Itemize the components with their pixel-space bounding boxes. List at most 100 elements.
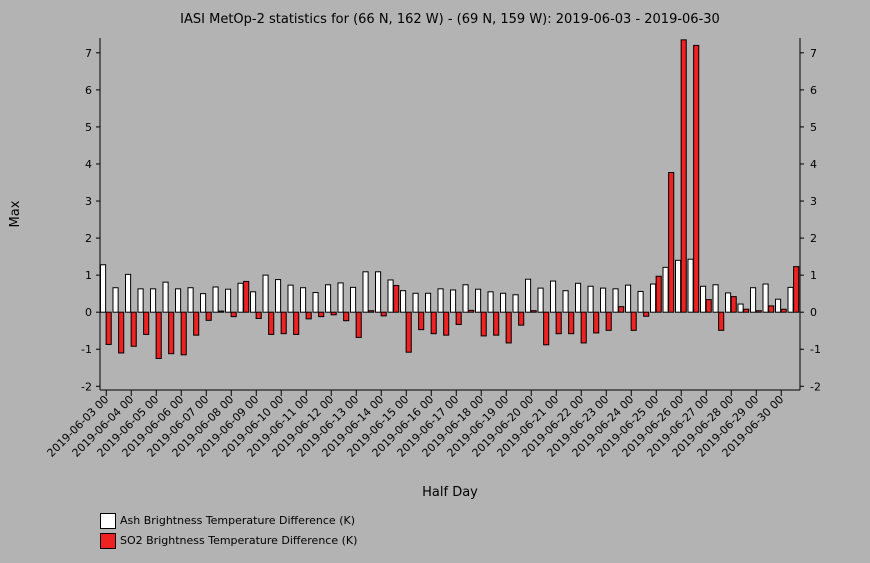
ash-bar	[162, 281, 169, 313]
ash-bar	[125, 273, 132, 313]
ash-bar	[562, 290, 569, 313]
y-tick-label-right: 4	[810, 158, 817, 171]
so2-bar	[593, 311, 600, 334]
ash-bar	[237, 282, 244, 313]
so2-bar	[393, 285, 400, 313]
so2-bar	[380, 311, 387, 317]
y-tick-label-left: 3	[85, 195, 92, 208]
legend-label-so2: SO2 Brightness Temperature Difference (K…	[120, 534, 358, 547]
ash-bar	[650, 283, 657, 313]
so2-bar	[193, 311, 200, 336]
y-tick-label-left: 4	[85, 158, 92, 171]
so2-bar	[643, 311, 650, 317]
so2-bar	[580, 311, 587, 344]
so2-bar	[280, 311, 287, 335]
ash-bar	[225, 288, 232, 313]
ash-bar	[187, 287, 194, 313]
so2-bar	[793, 266, 800, 313]
ash-bar	[587, 285, 594, 313]
so2-bar	[418, 311, 425, 331]
so2-bar	[318, 311, 325, 318]
ash-bar	[462, 284, 469, 313]
ash-bar	[537, 287, 544, 313]
y-tick-label-left: 1	[85, 269, 92, 282]
ash-bar	[412, 292, 419, 313]
so2-bar	[155, 311, 162, 360]
ash-bar	[387, 279, 394, 313]
ash-bar	[150, 288, 157, 313]
so2-bar	[605, 311, 612, 331]
ash-bar	[262, 274, 269, 313]
y-tick-label-left: 5	[85, 121, 92, 134]
ash-bar	[175, 288, 182, 313]
so2-bar	[505, 311, 512, 344]
so2-bar	[268, 311, 275, 335]
so2-bar	[255, 311, 262, 319]
legend-swatch-so2	[100, 533, 116, 549]
ash-bar	[475, 288, 482, 313]
y-tick-label-left: 6	[85, 84, 92, 97]
ash-bar	[500, 292, 507, 313]
ash-bar	[425, 292, 432, 313]
so2-bar	[518, 311, 525, 326]
so2-bar	[230, 311, 237, 318]
so2-bar	[530, 310, 537, 313]
so2-bar	[118, 311, 125, 354]
ash-bar	[375, 271, 382, 313]
so2-bar	[218, 310, 225, 313]
so2-bar	[168, 311, 175, 355]
so2-bar	[705, 299, 712, 313]
so2-bar	[655, 275, 662, 313]
so2-bar	[293, 311, 300, 335]
ash-bar	[200, 293, 207, 313]
so2-bar	[105, 311, 112, 345]
so2-bar	[455, 311, 462, 325]
ash-bar	[512, 294, 519, 313]
so2-bar	[368, 310, 375, 313]
y-tick-label-left: -1	[81, 343, 92, 356]
ash-bar	[675, 259, 682, 313]
y-tick-label-left: 0	[85, 306, 92, 319]
so2-bar	[618, 306, 625, 313]
ash-bar	[550, 280, 557, 313]
y-tick-label-right: 0	[810, 306, 817, 319]
so2-bar	[730, 296, 737, 313]
so2-bar	[330, 311, 337, 316]
ash-bar	[487, 291, 494, 313]
ash-bar	[575, 282, 582, 313]
ash-bar	[112, 287, 119, 313]
so2-bar	[543, 311, 550, 346]
legend-swatch-ash	[100, 513, 116, 529]
so2-bar	[630, 311, 637, 331]
so2-bar	[680, 39, 687, 313]
chart-title: IASI MetOp-2 statistics for (66 N, 162 W…	[180, 12, 720, 27]
ash-bar	[275, 279, 282, 313]
y-tick-label-left: 2	[85, 232, 92, 245]
so2-bar	[130, 311, 137, 347]
ash-bar	[287, 284, 294, 313]
y-tick-label-left: -2	[81, 380, 92, 393]
ash-bar	[337, 282, 344, 313]
so2-bar	[480, 311, 487, 337]
so2-bar	[555, 311, 562, 335]
ash-bar	[437, 288, 444, 313]
ash-bar	[750, 287, 757, 313]
so2-bar	[693, 44, 700, 313]
so2-bar	[780, 308, 787, 313]
ash-bar	[787, 286, 794, 313]
ash-bar	[525, 278, 532, 313]
ash-bar	[737, 303, 744, 313]
ash-bar	[725, 292, 732, 313]
so2-bar	[668, 172, 675, 313]
so2-bar	[180, 311, 187, 356]
ash-bar	[775, 298, 782, 313]
ash-bar	[450, 289, 457, 313]
so2-bar	[430, 311, 437, 335]
ash-bar	[212, 286, 219, 313]
so2-bar	[755, 310, 762, 313]
ash-bar	[300, 287, 307, 313]
y-tick-label-right: 3	[810, 195, 817, 208]
so2-bar	[355, 311, 362, 338]
